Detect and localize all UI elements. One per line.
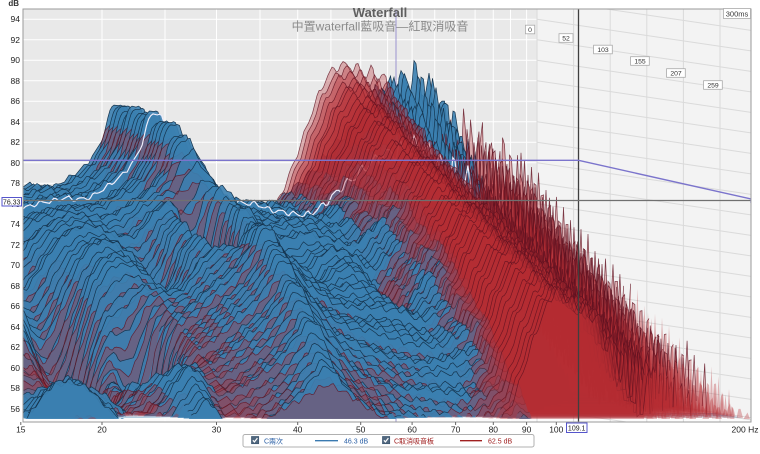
svg-text:103: 103 [597, 47, 609, 54]
svg-text:88: 88 [11, 76, 21, 86]
svg-text:50: 50 [356, 425, 366, 435]
svg-text:200 Hz: 200 Hz [732, 425, 759, 435]
svg-text:86: 86 [11, 96, 21, 106]
svg-text:56: 56 [11, 404, 21, 414]
svg-text:46.3 dB: 46.3 dB [344, 439, 368, 446]
svg-text:300ms: 300ms [726, 9, 749, 18]
svg-text:76.33: 76.33 [3, 199, 21, 206]
svg-text:207: 207 [670, 70, 682, 77]
svg-text:78: 78 [11, 178, 21, 188]
svg-text:70: 70 [451, 425, 461, 435]
svg-text:84: 84 [11, 117, 21, 127]
svg-text:Waterfall: Waterfall [353, 5, 407, 20]
svg-text:20: 20 [97, 425, 107, 435]
svg-text:C兩次: C兩次 [264, 437, 283, 446]
svg-text:60: 60 [11, 363, 21, 373]
svg-text:dB: dB [8, 0, 19, 8]
svg-text:40: 40 [293, 425, 303, 435]
svg-text:58: 58 [11, 383, 21, 393]
svg-text:74: 74 [11, 219, 21, 229]
svg-text:62.5 dB: 62.5 dB [488, 439, 512, 446]
svg-text:90: 90 [11, 55, 21, 65]
svg-text:92: 92 [11, 35, 21, 45]
svg-text:中置waterfall藍吸音—紅取消吸音: 中置waterfall藍吸音—紅取消吸音 [292, 19, 469, 34]
svg-text:259: 259 [707, 82, 719, 89]
svg-text:90: 90 [522, 425, 532, 435]
svg-text:66: 66 [11, 301, 21, 311]
svg-text:64: 64 [11, 322, 21, 332]
svg-text:80: 80 [489, 425, 499, 435]
svg-text:62: 62 [11, 342, 21, 352]
svg-text:80: 80 [11, 158, 21, 168]
svg-text:109.1: 109.1 [568, 426, 586, 433]
svg-text:100: 100 [549, 425, 563, 435]
svg-text:30: 30 [212, 425, 222, 435]
svg-text:82: 82 [11, 137, 21, 147]
svg-text:72: 72 [11, 240, 21, 250]
svg-text:68: 68 [11, 281, 21, 291]
svg-text:155: 155 [634, 58, 646, 65]
svg-text:C取消吸音板: C取消吸音板 [394, 437, 434, 446]
svg-text:70: 70 [11, 260, 21, 270]
svg-text:15: 15 [16, 425, 26, 435]
svg-text:52: 52 [562, 35, 570, 42]
svg-text:60: 60 [407, 425, 417, 435]
svg-text:0: 0 [528, 27, 532, 34]
svg-text:94: 94 [11, 14, 21, 24]
